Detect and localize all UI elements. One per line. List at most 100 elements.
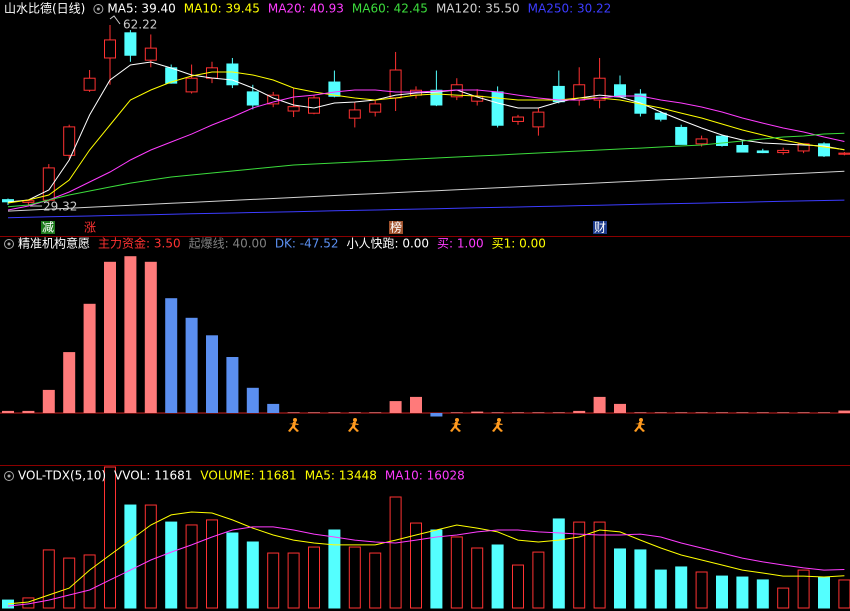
annotation: 29.32 [43, 200, 77, 214]
bar [716, 412, 728, 413]
candle-body [63, 126, 76, 156]
bar [430, 413, 443, 417]
bar [756, 412, 769, 413]
volume-bar [675, 566, 688, 609]
volume-bar [287, 552, 300, 609]
legend-entry: 主力资金: 3.50 [98, 236, 181, 251]
bar [328, 412, 341, 413]
signal-icon [492, 418, 503, 432]
candle-body [430, 89, 443, 106]
bar [736, 412, 749, 413]
bar [532, 412, 545, 413]
candle-body [83, 77, 96, 91]
volume-bar [634, 549, 647, 609]
volume-bar [206, 519, 218, 609]
bar [593, 396, 606, 413]
legend-entry: 买1: 0.00 [492, 237, 546, 251]
tag: 财 [594, 221, 606, 235]
bar [797, 412, 810, 413]
bar [695, 412, 708, 413]
candle-body [675, 126, 688, 145]
annotation: 62.22 [123, 18, 157, 32]
header-icon [93, 4, 104, 14]
candle-body [491, 91, 504, 126]
signal-icon [348, 418, 359, 432]
legend-entry: MA10: 39.45 [184, 2, 260, 16]
bar [410, 396, 422, 413]
bar [63, 352, 76, 413]
volume-bar [450, 536, 463, 609]
bar [471, 411, 484, 413]
candle-body [144, 47, 157, 61]
bar [42, 389, 55, 413]
bar [614, 403, 626, 413]
chart-title: VOL-TDX(5,10) [18, 469, 106, 483]
legend-entry: MA250: 30.22 [528, 2, 612, 16]
candle-body [614, 84, 626, 98]
volume-bar [165, 521, 178, 609]
candle-body [369, 103, 382, 113]
volume-bar [308, 546, 320, 609]
bar [634, 412, 647, 413]
signal-icon [634, 418, 645, 432]
bar [450, 412, 463, 413]
volume-bar [104, 466, 116, 609]
bar [287, 412, 300, 413]
bar [369, 412, 382, 413]
ma-line [7, 170, 845, 212]
volume-bar [614, 548, 626, 609]
volume-bar [328, 529, 341, 609]
volume-bar [369, 552, 382, 609]
candle-body [124, 32, 137, 56]
bar [308, 412, 320, 413]
chart-title: 山水比德(日线) [4, 1, 85, 16]
volume-bar [348, 546, 361, 609]
volume-bar [83, 554, 96, 609]
candle-body [308, 97, 320, 114]
ma-line [7, 511, 845, 605]
bar [552, 412, 565, 413]
bar [818, 412, 830, 413]
legend-entry: 小人快跑: 0.00 [346, 237, 429, 251]
volume-bar [777, 587, 790, 609]
bar [185, 317, 198, 413]
volume-bar [2, 599, 14, 609]
candle-body [695, 138, 708, 145]
bar [226, 357, 239, 413]
ma-line [7, 199, 845, 219]
header-icon [7, 242, 11, 246]
candle-body [348, 109, 361, 119]
candle-body [328, 81, 341, 97]
header-icon [4, 239, 14, 249]
volume-bar [512, 564, 524, 609]
volume-bar [471, 547, 484, 609]
bar [144, 261, 157, 413]
legend-entry: MA10: 16028 [385, 469, 465, 483]
candle-body [716, 135, 728, 146]
volume-bar [144, 504, 157, 609]
legend-entry: MA60: 42.45 [352, 2, 428, 16]
bar [512, 412, 524, 413]
candle-body [532, 111, 545, 128]
bar [2, 410, 14, 413]
volume-bar [430, 529, 443, 609]
signal-icons [288, 418, 645, 432]
bar [267, 403, 280, 413]
volume-bar [838, 579, 850, 609]
bar [165, 298, 178, 413]
volume-bar [267, 552, 280, 609]
annotation-arrow [109, 15, 121, 25]
header-icon [96, 7, 100, 11]
volume-bar [552, 518, 565, 609]
legend-entry: 起爆线: 40.00 [189, 237, 267, 251]
legend-entry: MA5: 13448 [305, 469, 377, 483]
volume-bar [593, 521, 606, 609]
bar [654, 412, 667, 413]
volume-bar [716, 575, 728, 609]
candle-body [593, 77, 606, 101]
volume-bar [797, 569, 810, 609]
ma-line [7, 71, 845, 204]
bar [206, 335, 218, 413]
